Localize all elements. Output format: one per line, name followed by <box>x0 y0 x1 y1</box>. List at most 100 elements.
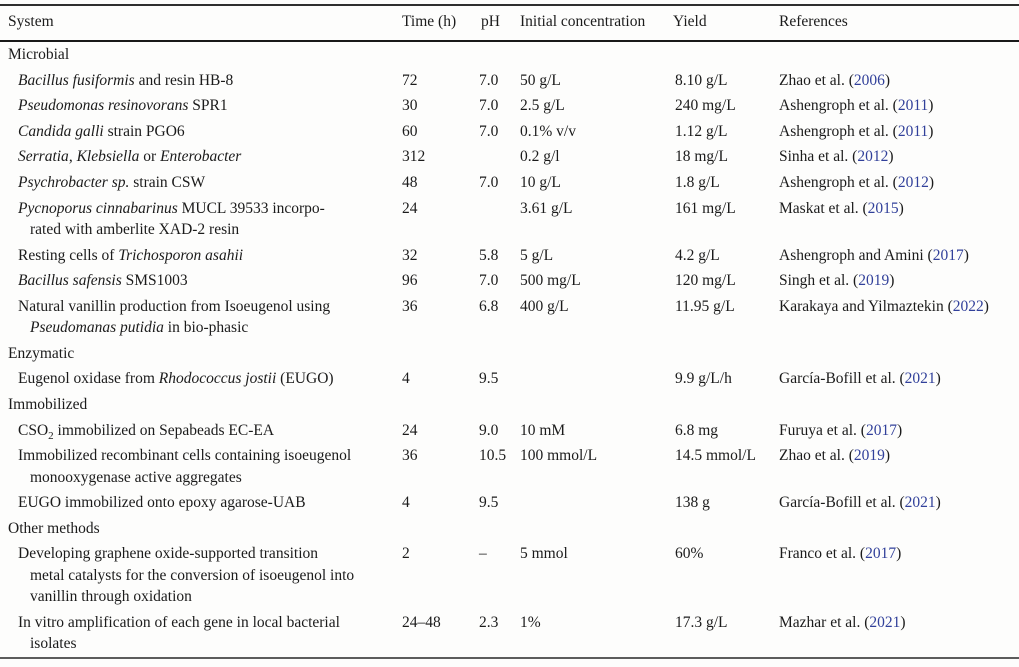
system-text: In vitro amplification of each gene in l… <box>18 613 340 631</box>
yield-cell: 1.12 g/L <box>675 122 728 140</box>
systems-comparison-table: System Time (h) pH Initial concentration… <box>0 4 1019 659</box>
reference-close-paren: ) <box>935 494 941 512</box>
ph-cell: 7.0 <box>479 272 499 290</box>
reference-year-link[interactable]: 2011 <box>897 122 929 140</box>
reference-year-link[interactable]: 2012 <box>897 174 929 192</box>
system-cell: In vitro amplification of each gene in l… <box>0 610 402 658</box>
reference-close-paren: ) <box>896 545 902 563</box>
ph-cell: 7.0 <box>479 71 499 89</box>
reference-cell: Zhao et al. (2006) <box>775 68 1019 94</box>
yield-cell: 9.9 g/L/h <box>675 370 732 388</box>
reference-year-link[interactable]: 2022 <box>952 297 984 315</box>
reference-author-text: Maskat et al. ( <box>779 199 868 217</box>
ph-cell: 2.3 <box>479 613 499 631</box>
section-row: Microbial <box>0 41 1019 68</box>
table-row: Bacillus safensis SMS1003 96 7.0 500 mg/L 12… <box>0 268 1019 294</box>
section-label: Microbial <box>8 46 70 64</box>
table-row: Immobilized recombinant cells containing… <box>0 443 1019 490</box>
species-name-italic: Klebsiella <box>76 148 140 166</box>
reference-close-paren: ) <box>884 447 891 465</box>
species-name-italic: Pseudomanas putidia <box>30 319 164 337</box>
system-text: Resting cells of <box>18 246 119 264</box>
ph-cell: 9.0 <box>479 421 499 439</box>
ph-cell: 5.8 <box>479 246 499 264</box>
species-name-italic: Pycnoporus cinnabarinus <box>18 199 178 217</box>
reference-author-text: Furuya et al. ( <box>779 421 866 439</box>
system-text: SPR1 <box>188 97 228 115</box>
reference-year-link[interactable]: 2015 <box>867 199 899 217</box>
reference-year-link[interactable]: 2019 <box>853 447 885 465</box>
reference-year-link[interactable]: 2006 <box>853 71 885 89</box>
reference-author-text: Franco et al. ( <box>779 545 866 563</box>
reference-year-link[interactable]: 2017 <box>932 246 964 264</box>
reference-cell: Ashengroph et al. (2011) <box>775 93 1019 119</box>
ph-cell: 9.5 <box>479 494 499 512</box>
time-cell: 36 <box>402 297 418 315</box>
time-cell: 60 <box>402 122 418 140</box>
reference-year-link[interactable]: 2019 <box>858 272 890 290</box>
yield-cell: 120 mg/L <box>675 272 736 290</box>
yield-cell: 18 mg/L <box>675 148 728 166</box>
ph-cell: 7.0 <box>479 122 499 140</box>
section-label: Other methods <box>8 519 100 537</box>
table-row: Resting cells of Trichosporon asahii 32 5.… <box>0 243 1019 269</box>
species-name-italic: Serratia <box>18 148 69 166</box>
reference-year-link[interactable]: 2012 <box>857 148 889 166</box>
system-text: Immobilized recombinant cells containing… <box>18 447 352 465</box>
reference-close-paren: ) <box>884 71 891 89</box>
reference-close-paren: ) <box>898 199 904 217</box>
reference-author-text: Karakaya and Yilmaztekin ( <box>779 297 953 315</box>
section-row: Enzymatic <box>0 341 1019 367</box>
reference-close-paren: ) <box>935 370 941 388</box>
table-body: Microbial Bacillus fusiformis and resin H… <box>0 41 1019 658</box>
ph-cell <box>477 144 518 170</box>
initial-concentration-cell: 50 g/L <box>520 71 561 89</box>
ph-cell: 7.0 <box>479 97 499 115</box>
reference-author-text: Mazhar et al. ( <box>779 613 870 631</box>
system-cell: Serratia, Klebsiella or Enterobacter <box>0 144 402 170</box>
section-row: Other methods <box>0 516 1019 542</box>
species-name-italic: Enterobacter <box>160 148 242 166</box>
system-cell: CSO2 immobilized on Sepabeads EC-EA <box>0 418 402 444</box>
reference-year-link[interactable]: 2011 <box>897 97 929 115</box>
table-row: Natural vanillin production from Isoeuge… <box>0 294 1019 341</box>
system-cell: Candida galli strain PGO6 <box>0 119 402 145</box>
reference-author-text: Singh et al. ( <box>779 272 859 290</box>
yield-cell: 1.8 g/L <box>675 174 720 192</box>
initial-concentration-cell: 500 mg/L <box>520 272 581 290</box>
reference-cell: Ashengroph et al. (2012) <box>775 170 1019 196</box>
system-cell: Pycnoporus cinnabarinus MUCL 39533 incor… <box>0 196 402 243</box>
reference-year-link[interactable]: 2021 <box>904 370 936 388</box>
reference-cell: Ashengroph and Amini (2017) <box>775 243 1019 269</box>
reference-close-paren: ) <box>896 421 903 439</box>
system-cell: Natural vanillin production from Isoeuge… <box>0 294 402 341</box>
reference-author-text: Ashengroph et al. ( <box>779 122 898 140</box>
reference-close-paren: ) <box>900 613 906 631</box>
reference-year-link[interactable]: 2017 <box>865 421 897 439</box>
system-text: immobilized on Sepabeads EC-EA <box>53 421 275 439</box>
system-text: vanillin through oxidation <box>30 588 192 606</box>
reference-year-link[interactable]: 2021 <box>904 494 936 512</box>
system-cell: Bacillus safensis SMS1003 <box>0 268 402 294</box>
reference-close-paren: ) <box>889 272 895 290</box>
yield-cell: 161 mg/L <box>675 199 736 217</box>
reference-year-link[interactable]: 2017 <box>865 545 897 563</box>
initial-concentration-cell: 10 g/L <box>520 174 561 192</box>
header-row: System Time (h) pH Initial concentration… <box>0 5 1019 42</box>
system-text: monooxygenase active aggregates <box>30 468 242 486</box>
time-cell: 312 <box>402 148 426 166</box>
reference-close-paren: ) <box>888 148 894 166</box>
species-name-italic: Psychrobacter sp. <box>18 174 130 192</box>
initial-concentration-cell: 5 mmol <box>520 545 568 563</box>
reference-author-text: Zhao et al. ( <box>779 71 854 89</box>
table-header: System Time (h) pH Initial concentration… <box>0 5 1019 42</box>
reference-cell: Karakaya and Yilmaztekin (2022) <box>775 294 1019 341</box>
system-cell: Developing graphene oxide-supported tran… <box>0 541 402 609</box>
reference-year-link[interactable]: 2021 <box>869 613 901 631</box>
initial-concentration-cell: 100 mmol/L <box>520 447 598 465</box>
reference-cell: García-Bofill et al. (2021) <box>775 490 1019 516</box>
reference-cell: Mazhar et al. (2021) <box>775 610 1019 658</box>
time-cell: 32 <box>402 246 418 264</box>
species-name-italic: Rhodococcus jostii <box>158 370 277 388</box>
